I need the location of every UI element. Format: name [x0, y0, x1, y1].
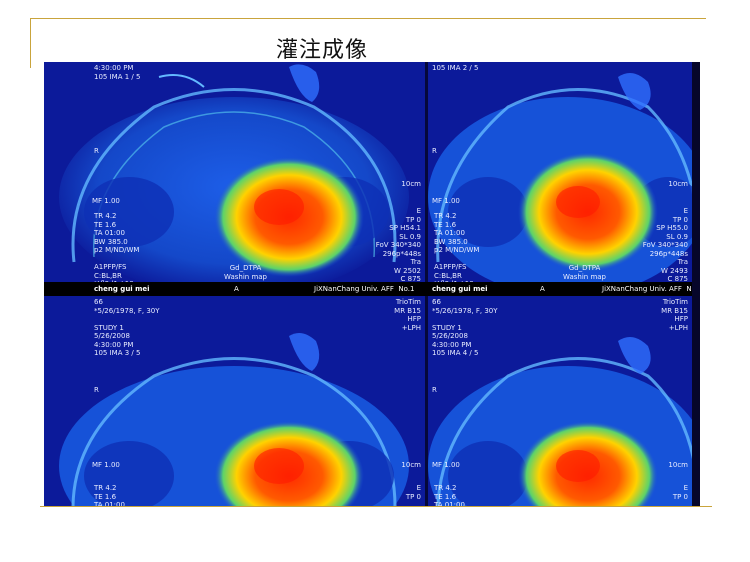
header-left-anterior-mark: A — [234, 285, 239, 293]
panel-1-magnification: MF 1.00 — [92, 197, 120, 205]
panel-4-scale: 10cm — [668, 461, 688, 469]
panel-3-scale: 10cm — [401, 461, 421, 469]
panel-2-orientation-r: R — [432, 147, 437, 155]
mri-panel-3: 66 *5/26/1978, F, 30Y STUDY 1 5/26/2008 … — [44, 296, 425, 506]
panel-4-params-right: E TP 0 — [672, 484, 688, 501]
monitor-right-edge — [692, 62, 700, 506]
breast-perfusion-image-3 — [59, 332, 409, 506]
panel-3-params-left: TR 4.2 TE 1.6 TA 01:00 — [94, 484, 125, 506]
header-left-patient-name: cheng gui mei — [94, 285, 150, 293]
header-right-anterior-mark: A — [540, 285, 545, 293]
panel-2-magnification: MF 1.00 — [432, 197, 460, 205]
breast-perfusion-image-1 — [59, 64, 409, 282]
panel-1-timestamp: 4:30:00 PM 105 IMA 1 / 5 — [94, 64, 141, 81]
panel-3-magnification: MF 1.00 — [92, 461, 120, 469]
panel-1-orientation-r: R — [94, 147, 99, 155]
header-left-institution: JiXNanChang Univ. AFF No.1 — [314, 285, 415, 293]
panel-2-params-left: TR 4.2 TE 1.6 TA 01:00 BW 385.0 p2 M/ND/… — [434, 212, 480, 282]
header-right-institution: JiXNanChang Univ. AFF No.1 — [602, 285, 700, 293]
panel-4-params-left: TR 4.2 TE 1.6 TA 01:00 — [434, 484, 465, 506]
breast-perfusion-image-4 — [428, 337, 692, 506]
panel-4-magnification: MF 1.00 — [432, 461, 460, 469]
panel-2-image-number: 105 IMA 2 / 5 — [432, 64, 479, 72]
panel-2-params-right: E TP 0 SP H55.0 SL 0.9 FoV 340*340 296p*… — [642, 207, 688, 282]
breast-perfusion-image-2 — [428, 73, 692, 282]
panel-1-params-left: TR 4.2 TE 1.6 TA 01:00 BW 385.0 p2 M/ND/… — [94, 212, 140, 282]
mri-panel-4: 66 *5/26/1978, F, 30Y STUDY 1 5/26/2008 … — [428, 296, 692, 506]
panel-3-params-right: E TP 0 — [405, 484, 421, 501]
panel-2-scale: 10cm — [668, 180, 688, 188]
panel-1-params-right: E TP 0 SP H54.1 SL 0.9 FoV 340*340 296p*… — [375, 207, 421, 282]
panel-4-orientation-r: R — [432, 386, 437, 394]
slide-left-rule — [30, 18, 31, 68]
mri-panel-1: 4:30:00 PM 105 IMA 1 / 5 R MF 1.00 TR 4.… — [44, 62, 425, 282]
panel-4-patient-info: 66 *5/26/1978, F, 30Y STUDY 1 5/26/2008 … — [432, 298, 498, 357]
slide-bottom-rule — [40, 506, 712, 507]
panel-header-bar: cheng gui mei A JiXNanChang Univ. AFF No… — [44, 282, 700, 296]
panel-1-scale: 10cm — [401, 180, 421, 188]
panel-3-orientation-r: R — [94, 386, 99, 394]
panel-2-map-label: Gd_DTPA Washin map — [563, 264, 607, 281]
panel-1-map-label: Gd_DTPA Washin map — [224, 264, 268, 281]
mri-panel-2: 105 IMA 2 / 5 R MF 1.00 TR 4.2 TE 1.6 TA… — [428, 62, 692, 282]
panel-4-scanner-info: TrioTim MR B15 HFP +LPH — [661, 298, 688, 332]
mri-monitor-photo: 4:30:00 PM 105 IMA 1 / 5 R MF 1.00 TR 4.… — [44, 62, 700, 506]
panel-3-patient-info: 66 *5/26/1978, F, 30Y STUDY 1 5/26/2008 … — [94, 298, 160, 357]
slide-top-rule — [30, 18, 706, 19]
panel-3-scanner-info: TrioTim MR B15 HFP +LPH — [394, 298, 421, 332]
slide-title: 灌注成像 — [276, 38, 369, 63]
header-right-patient-name: cheng gui mei — [432, 285, 488, 293]
